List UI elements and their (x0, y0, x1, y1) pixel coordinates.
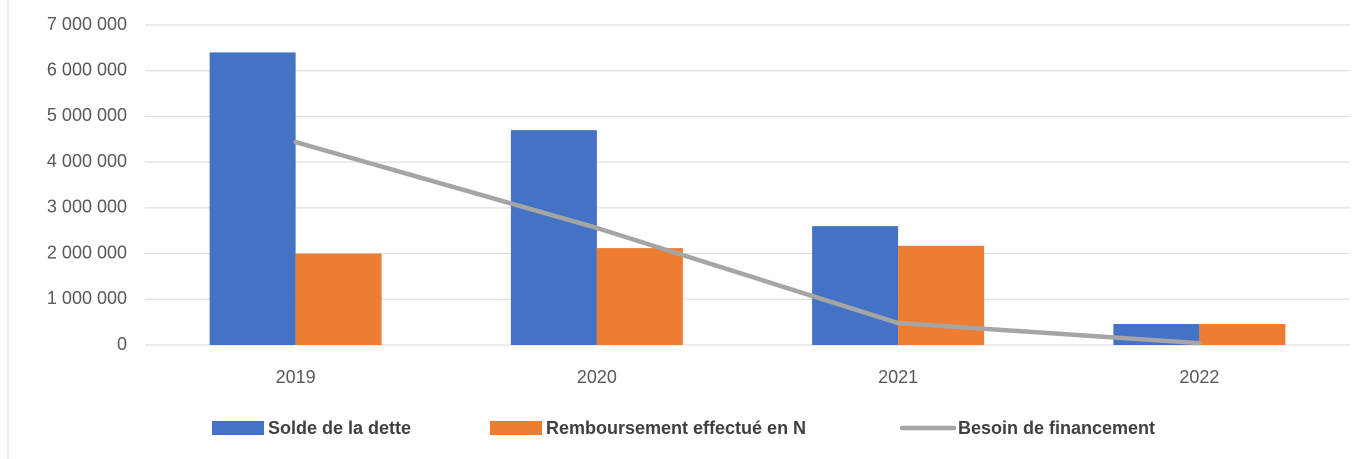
x-tick-label: 2020 (577, 367, 617, 387)
y-tick-label: 3 000 000 (47, 197, 127, 217)
bar (209, 52, 296, 346)
y-tick-label: 7 000 000 (47, 14, 127, 34)
legend-swatch (212, 421, 264, 435)
bar (596, 248, 683, 345)
legend-label: Remboursement effectué en N (546, 418, 806, 438)
legend-label: Solde de la dette (268, 418, 411, 438)
y-tick-label: 5 000 000 (47, 105, 127, 125)
line (293, 139, 1202, 346)
x-tick-label: 2019 (276, 367, 316, 387)
bar (510, 130, 597, 345)
bar (1199, 323, 1286, 345)
x-tick-label: 2021 (878, 367, 918, 387)
y-tick-label: 1 000 000 (47, 288, 127, 308)
legend-label: Besoin de financement (958, 418, 1155, 438)
y-tick-label: 4 000 000 (47, 151, 127, 171)
bar (812, 226, 899, 345)
y-tick-label: 2 000 000 (47, 242, 127, 262)
bar (295, 253, 382, 345)
y-tick-label: 6 000 000 (47, 59, 127, 79)
legend-swatch (490, 421, 542, 435)
y-tick-label: 0 (117, 334, 127, 354)
x-tick-label: 2022 (1179, 367, 1219, 387)
